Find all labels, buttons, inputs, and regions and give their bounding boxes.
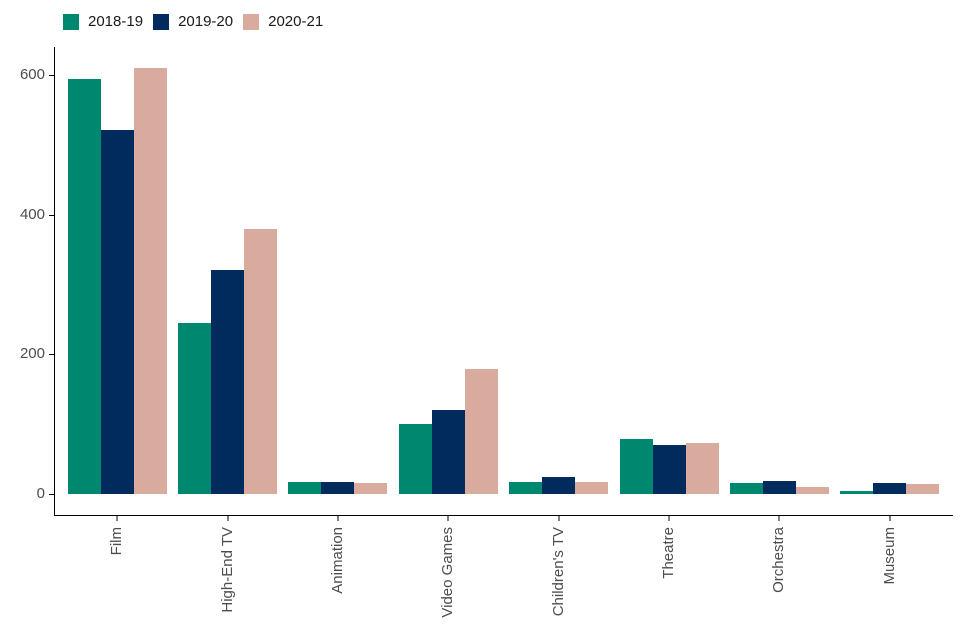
x-tick <box>889 515 891 521</box>
bar-2019-20 <box>762 480 796 494</box>
bar-2018-19 <box>509 482 543 494</box>
legend: 2018-19 2019-20 2020-21 <box>63 14 333 30</box>
plot-area: 0 200 400 600 Film High-End TV Animation Video … <box>20 47 953 618</box>
x-tick <box>778 515 780 521</box>
bar-2020-21 <box>464 369 498 494</box>
bar-2018-19 <box>288 481 322 494</box>
bar-2019-20 <box>211 270 245 494</box>
bar-2020-21 <box>906 484 940 494</box>
legend-swatch-icon <box>153 14 170 30</box>
bar-2019-20 <box>873 483 907 494</box>
legend-label: 2019-20 <box>178 13 234 30</box>
bar-2020-21 <box>354 483 388 494</box>
y-tick <box>49 493 55 495</box>
y-axis-line <box>54 47 55 515</box>
bar-group <box>504 47 614 494</box>
bar-2020-21 <box>244 228 278 494</box>
bar-2018-19 <box>178 322 212 494</box>
y-tick-label: 0 <box>36 484 45 502</box>
y-tick <box>49 75 55 77</box>
x-tick-label: High-End TV <box>218 527 236 613</box>
x-tick-label: Animation <box>328 527 346 594</box>
bar-2018-19 <box>67 78 101 494</box>
legend-label: 2018-19 <box>88 13 144 30</box>
legend-swatch-icon <box>243 14 260 30</box>
bar-group <box>172 47 282 494</box>
bar-group <box>835 47 945 494</box>
bar-group <box>62 47 172 494</box>
bar-2019-20 <box>100 129 134 494</box>
bar-group <box>283 47 393 494</box>
y-tick-label: 600 <box>19 66 45 84</box>
legend-label: 2020-21 <box>268 13 324 30</box>
x-axis-line <box>54 515 953 516</box>
x-tick-label: Video Games <box>439 527 457 618</box>
bars-layer <box>62 47 945 494</box>
legend-item: 2018-19 <box>63 14 143 30</box>
legend-item: 2020-21 <box>243 14 323 30</box>
bar-group <box>724 47 834 494</box>
x-tick <box>558 515 560 521</box>
y-tick <box>49 354 55 356</box>
bar-2018-19 <box>398 423 432 494</box>
x-tick-label: Film <box>108 527 126 556</box>
x-tick <box>668 515 670 521</box>
legend-item: 2019-20 <box>153 14 233 30</box>
x-tick <box>447 515 449 521</box>
bar-2019-20 <box>542 477 576 494</box>
x-tick-label: Orchestra <box>770 527 788 593</box>
x-tick <box>116 515 118 521</box>
bar-group <box>614 47 724 494</box>
bar-2019-20 <box>652 445 686 494</box>
bar-2020-21 <box>795 487 829 494</box>
bar-2020-21 <box>685 443 719 494</box>
y-tick-label: 200 <box>19 345 45 363</box>
bar-2020-21 <box>575 482 609 494</box>
y-tick-label: 400 <box>19 205 45 223</box>
bar-2019-20 <box>321 481 355 494</box>
x-tick-label: Theatre <box>660 527 678 579</box>
x-tick <box>337 515 339 521</box>
bar-2018-19 <box>619 439 653 494</box>
bar-2019-20 <box>431 409 465 494</box>
bar-group <box>393 47 503 494</box>
bar-2018-19 <box>729 483 763 494</box>
bar-2020-21 <box>133 67 167 494</box>
x-tick <box>227 515 229 521</box>
legend-swatch-icon <box>63 14 79 30</box>
x-tick-label: Children's TV <box>549 527 567 617</box>
y-tick <box>49 214 55 216</box>
bar-2018-19 <box>840 490 874 494</box>
x-tick-label: Museum <box>880 527 898 585</box>
